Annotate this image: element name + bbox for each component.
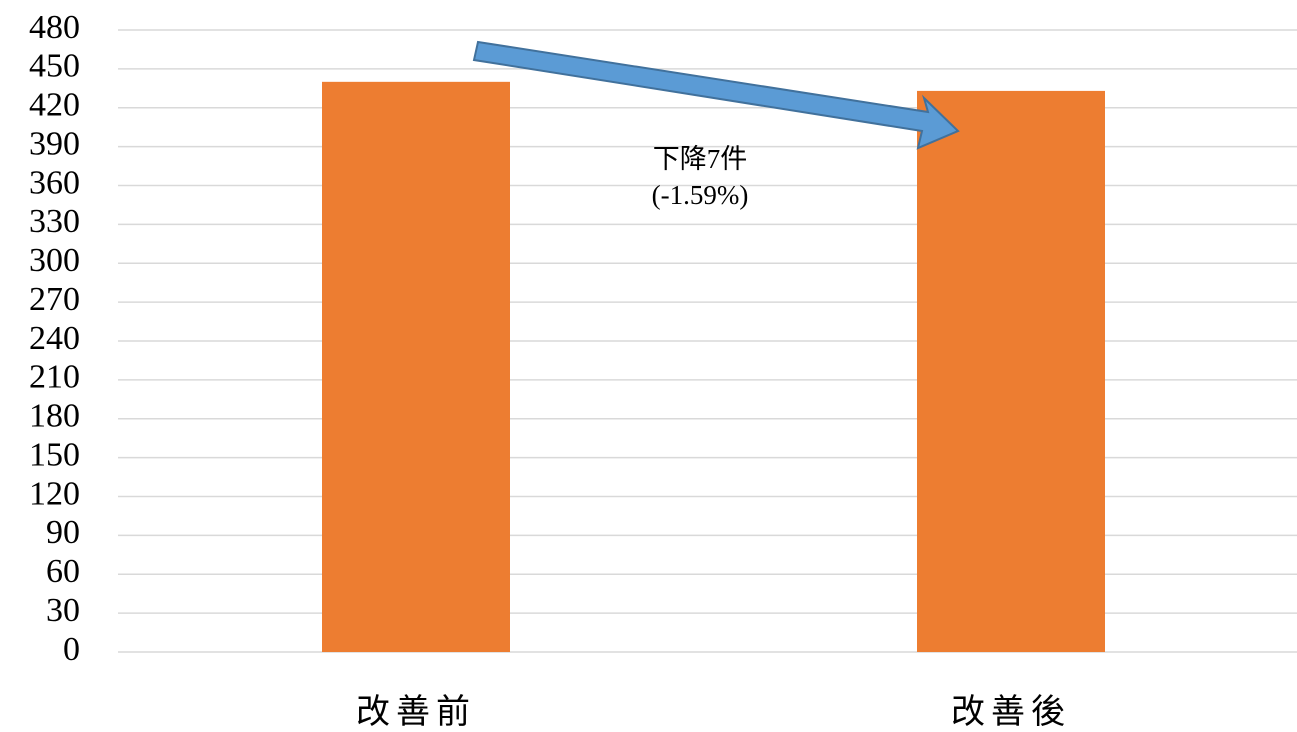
y-tick-label: 480 xyxy=(29,9,80,46)
y-tick-label: 30 xyxy=(46,592,80,629)
y-tick-label: 330 xyxy=(29,203,80,240)
y-tick-label: 90 xyxy=(46,514,80,551)
annotation: 下降7件 xyxy=(653,144,748,174)
y-tick-label: 270 xyxy=(29,281,80,318)
grid xyxy=(118,29,1297,653)
y-tick-label: 360 xyxy=(29,164,80,201)
bar xyxy=(322,81,510,653)
bar xyxy=(917,90,1105,652)
y-tick-label: 120 xyxy=(29,475,80,512)
y-tick-label: 240 xyxy=(29,320,80,357)
y-tick-label: 150 xyxy=(29,436,80,473)
y-tick-label: 390 xyxy=(29,125,80,162)
y-tick-label: 300 xyxy=(29,242,80,279)
trend-arrow xyxy=(472,40,960,150)
y-tick-label: 420 xyxy=(29,87,80,124)
x-tick-label: 改善前 xyxy=(356,693,476,731)
bars xyxy=(322,81,1105,653)
x-tick-label: 改善後 xyxy=(951,693,1071,731)
annotation: (-1.59%) xyxy=(652,180,749,210)
y-tick-label: 210 xyxy=(29,359,80,396)
y-tick-label: 0 xyxy=(63,631,80,668)
y-tick-label: 180 xyxy=(29,398,80,435)
y-tick-label: 60 xyxy=(46,553,80,590)
y-tick-label: 450 xyxy=(29,48,80,85)
